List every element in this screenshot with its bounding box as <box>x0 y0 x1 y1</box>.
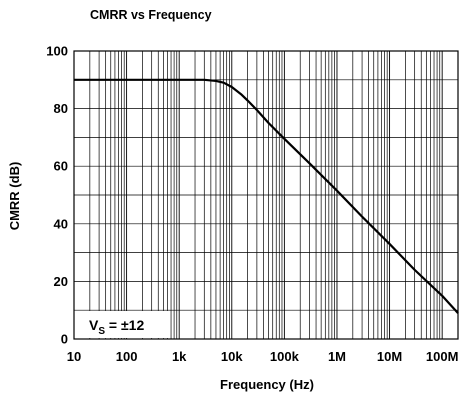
tick-labels: 10 100 1k 10k 100k 1M 10M 100M 0 20 40 60 80 100 <box>46 44 458 365</box>
supply-voltage-annotation: VS = ±12 <box>89 317 144 337</box>
x-tick-label: 100 <box>116 349 138 364</box>
y-tick-label: 100 <box>46 44 68 59</box>
x-tick-label: 100M <box>426 349 459 364</box>
x-axis-label: Frequency (Hz) <box>220 377 314 392</box>
x-tick-label: 1k <box>172 349 187 364</box>
annotation-background <box>80 311 170 338</box>
cmrr-curve <box>74 78 459 314</box>
x-tick-label: 10k <box>221 349 243 364</box>
y-tick-label: 60 <box>54 159 68 174</box>
chart-title: CMRR vs Frequency <box>90 8 212 22</box>
x-tick-label: 10 <box>67 349 81 364</box>
x-tick-label: 100k <box>270 349 300 364</box>
x-tick-label: 10M <box>377 349 402 364</box>
y-tick-label: 20 <box>54 274 68 289</box>
x-tick-label: 1M <box>328 349 346 364</box>
grid-lines <box>73 50 459 340</box>
y-tick-label: 40 <box>54 216 68 231</box>
y-tick-label: 0 <box>61 332 68 347</box>
plot-frame <box>73 50 459 340</box>
y-axis-label: CMRR (dB) <box>7 162 22 231</box>
y-tick-label: 80 <box>54 101 68 116</box>
